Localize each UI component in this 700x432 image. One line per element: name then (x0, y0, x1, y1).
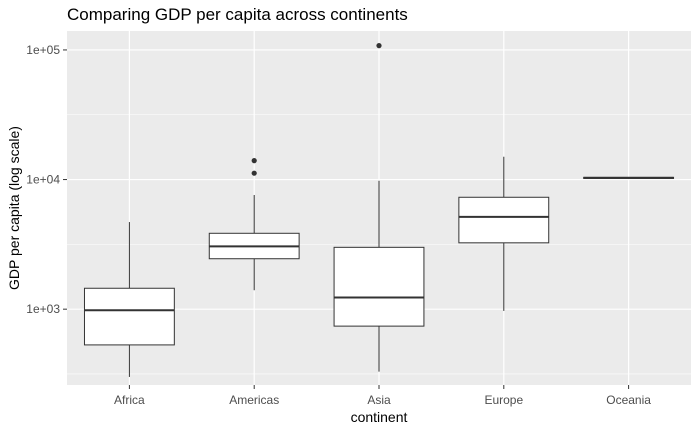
x-tick-label: Asia (367, 393, 391, 407)
y-axis-title: GDP per capita (log scale) (6, 126, 22, 290)
box-europe (458, 156, 550, 311)
x-axis-title: continent (351, 409, 408, 425)
y-tick-label: 1e+05 (26, 43, 60, 57)
y-tick-label: 1e+04 (26, 173, 60, 187)
box-asia (333, 43, 425, 372)
axes: 1e+03 1e+04 1e+05 Africa Americas Asia Europe O… (26, 43, 651, 407)
iqr-box (333, 246, 425, 327)
outlier-point (251, 170, 257, 176)
box-africa (83, 222, 175, 377)
outlier-point (376, 43, 382, 49)
y-tick-label: 1e+03 (26, 302, 60, 316)
box-americas (208, 158, 300, 291)
x-tick-label: Africa (114, 393, 145, 407)
x-tick-label: Oceania (606, 393, 651, 407)
iqr-box (458, 196, 550, 244)
box-oceania (583, 176, 675, 179)
x-tick-label: Americas (229, 393, 279, 407)
iqr-box (83, 287, 175, 346)
outlier-point (251, 158, 257, 164)
box-series (83, 43, 675, 377)
x-tick-label: Europe (484, 393, 523, 407)
chart-title: Comparing GDP per capita across continen… (67, 5, 408, 24)
